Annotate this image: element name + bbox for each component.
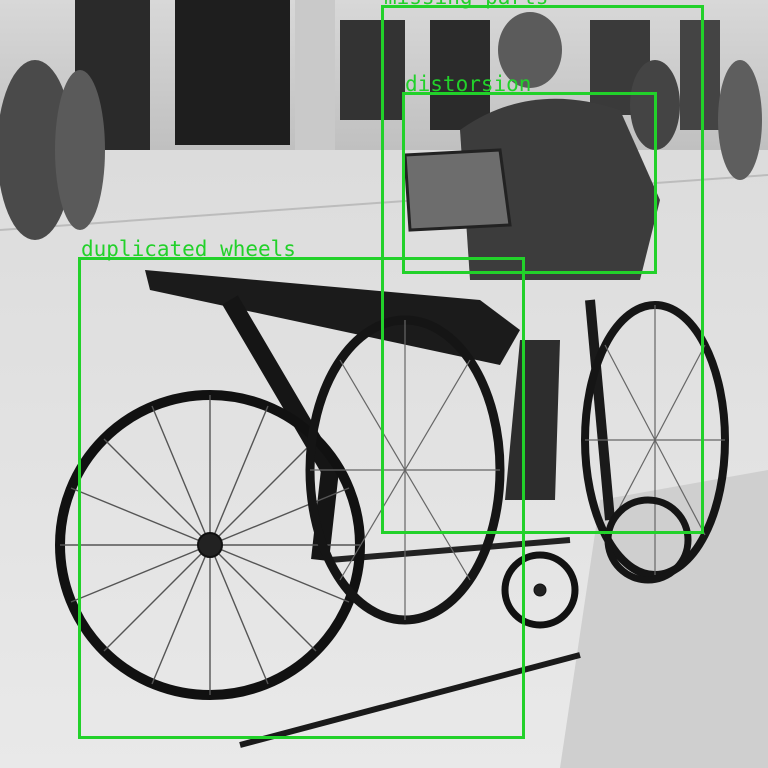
annotation-label: distorsion (405, 72, 532, 96)
pedestrian (718, 60, 762, 180)
seat-basket (403, 148, 512, 232)
window (430, 20, 490, 130)
annotation-label: missing parts (384, 0, 548, 8)
man-body (460, 98, 660, 280)
annotation-box-duplicated-wheels: duplicated wheels (78, 238, 525, 739)
man-head (498, 12, 562, 88)
small-wheel (501, 551, 579, 629)
pillar (295, 0, 335, 150)
pedestrian (0, 60, 73, 240)
annotation-label: duplicated wheels (81, 237, 296, 261)
annotation-box-missing-parts: missing parts (381, 0, 704, 534)
tire-coil (604, 496, 692, 584)
annotation-box-distorsion: distorsion (402, 73, 657, 274)
doorway-center (175, 0, 290, 145)
man-legs (505, 340, 560, 500)
pedestrian (55, 70, 105, 230)
machine-frame (145, 270, 520, 365)
window (340, 20, 405, 120)
window (680, 20, 720, 130)
duplicate-wheel (305, 315, 505, 625)
